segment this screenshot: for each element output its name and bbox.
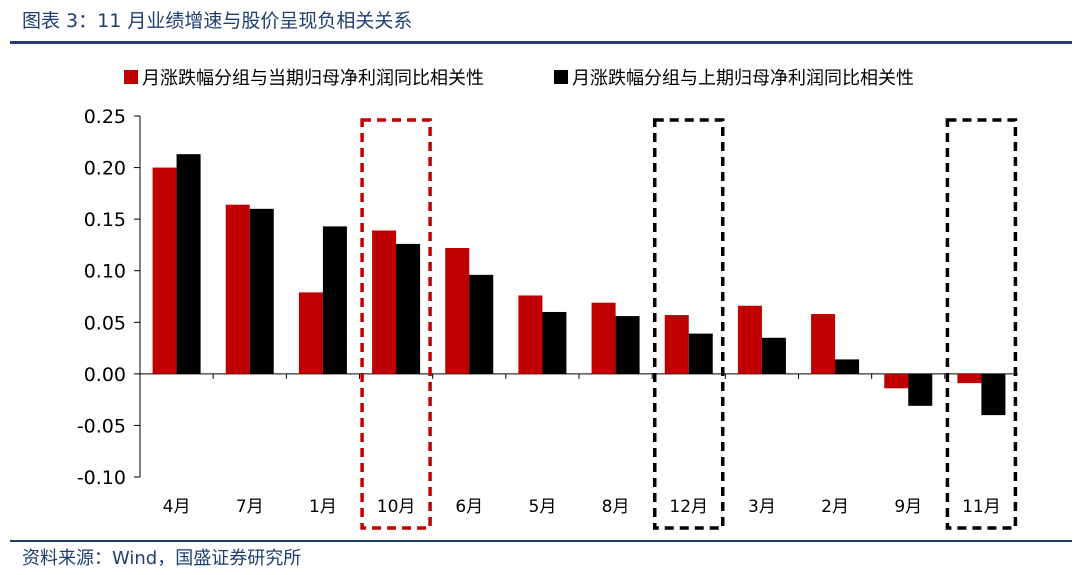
y-tick-label: 0.10: [84, 261, 126, 283]
bar-series-2: [396, 243, 421, 374]
bottom-divider: [10, 540, 1072, 542]
bar-series-2: [469, 274, 494, 374]
bar-series-2: [249, 208, 274, 374]
x-tick-label: 4月: [163, 497, 191, 517]
bar-series-1: [664, 315, 689, 374]
x-tick-label: 10月: [377, 497, 416, 517]
bar-series-1: [811, 314, 836, 374]
bar-series-2: [835, 359, 860, 374]
bar-series-1: [298, 292, 323, 374]
y-tick-label: 0.25: [84, 106, 126, 128]
bar-series-1: [372, 230, 397, 374]
bar-series-2: [615, 316, 640, 374]
bar-series-1: [957, 373, 982, 384]
bar-series-2: [542, 311, 567, 374]
bar-series-2: [908, 373, 933, 406]
legend-label-series-1: 月涨跌幅分组与当期归母净利润同比相关性: [142, 68, 484, 89]
bar-series-1: [225, 204, 250, 374]
x-tick-label: 8月: [602, 497, 630, 517]
y-tick-label: -0.10: [77, 467, 126, 489]
page-title: 图表 3：11 月业绩增速与股价呈现负相关关系: [22, 10, 413, 32]
y-tick-label: 0.00: [84, 364, 126, 386]
y-tick-label: -0.05: [77, 415, 126, 437]
y-tick-label: 0.20: [84, 158, 126, 180]
x-tick-label: 7月: [236, 497, 264, 517]
bar-series-2: [981, 373, 1006, 416]
top-divider: [10, 41, 1072, 44]
bar-series-2: [688, 333, 713, 374]
legend-swatch-series-1: [124, 70, 138, 84]
x-tick-label: 2月: [821, 497, 849, 517]
x-tick-label: 11月: [962, 497, 1001, 517]
highlight-box: [945, 118, 1018, 530]
bar-series-2: [322, 226, 347, 374]
highlight-box: [653, 118, 725, 530]
plot-area: 0.25 0.20 0.15 0.10 0.05 0.00 -0.05 -0.10 4月 7月 1月…: [77, 106, 1018, 530]
x-tick-label: 3月: [748, 497, 776, 517]
legend: 月涨跌幅分组与当期归母净利润同比相关性 月涨跌幅分组与上期归母净利润同比相关性: [124, 68, 914, 89]
bar-series-1: [591, 302, 616, 374]
highlight-box: [360, 118, 432, 530]
x-tick-label: 5月: [529, 497, 557, 517]
x-tick-label: 9月: [894, 497, 922, 517]
y-tick-label: 0.05: [84, 312, 126, 334]
bar-series-1: [152, 167, 177, 374]
x-tick-label: 12月: [669, 497, 708, 517]
bar-series-1: [737, 305, 762, 374]
bar-series-1: [445, 248, 470, 374]
bar-series-2: [176, 154, 201, 374]
bar-series-1: [518, 295, 543, 374]
legend-swatch-series-2: [554, 70, 568, 84]
source-note: 资料来源：Wind，国盛证券研究所: [22, 548, 302, 569]
x-tick-label: 1月: [309, 497, 337, 517]
y-tick-label: 0.15: [84, 209, 126, 231]
legend-label-series-2: 月涨跌幅分组与上期归母净利润同比相关性: [572, 68, 914, 89]
bar-series-2: [761, 337, 786, 374]
bar-series-1: [884, 373, 909, 389]
x-tick-label: 6月: [455, 497, 483, 517]
